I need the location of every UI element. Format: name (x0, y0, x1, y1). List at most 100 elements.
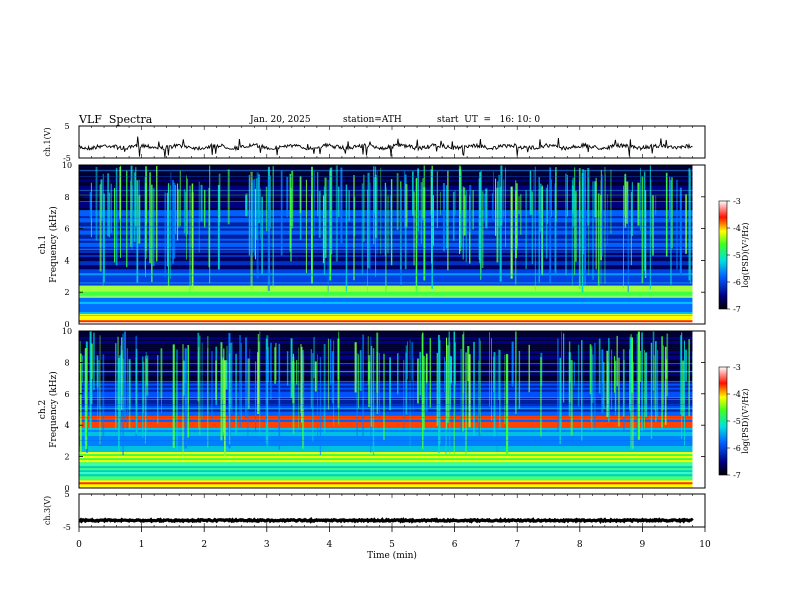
ch1-freq-band (79, 313, 693, 317)
ch1-sferic-streak (146, 171, 147, 259)
ch2-freq-band (79, 419, 693, 422)
ch2-sferic-streak (622, 349, 625, 417)
ch2-sferic-streak (370, 345, 373, 427)
ch2-sferic-streak (221, 359, 224, 399)
ch2-sferic-streak (682, 360, 684, 417)
ch2-sferic-streak (82, 355, 84, 383)
ch2-sferic-streak (462, 334, 464, 432)
ch2-sferic-streak (450, 356, 453, 384)
ch2-sferic-streak (120, 354, 121, 417)
ch2-sferic-streak (80, 353, 82, 453)
x-tick-label: 10 (699, 540, 711, 550)
ch2-sferic-streak (98, 359, 100, 408)
x-tick-label: 1 (139, 540, 145, 550)
ch2-sferic-streak (506, 354, 509, 454)
ch2-freq-band (79, 367, 693, 370)
ch2-sferic-streak (372, 348, 375, 456)
ch2-sferic-streak (128, 358, 131, 410)
ch2-ytick-label: 6 (64, 390, 69, 399)
ch1-freq-band (79, 291, 693, 294)
ch1-sferic-streak (179, 170, 181, 227)
ch1-sferic-streak (138, 179, 140, 239)
ch1-sferic-streak (164, 192, 166, 277)
ch2-sferic-streak (498, 349, 500, 400)
ch2-sferic-streak (119, 355, 121, 429)
ch1-sferic-streak (649, 165, 651, 290)
ch1-freq-band (79, 303, 693, 306)
ch1-sferic-streak (554, 191, 557, 274)
ch2-sferic-streak (337, 338, 340, 380)
ch2-freq-band (79, 379, 693, 382)
ch1-sferic-streak (587, 168, 590, 226)
ch1-sferic-streak (688, 168, 691, 281)
ch1-freq-band (79, 311, 693, 315)
ch2-freq-band (79, 469, 693, 473)
ch2-sferic-streak (581, 340, 583, 441)
ch1-sferic-streak (156, 166, 158, 262)
ch1-colorbar-label: -4 (733, 224, 741, 233)
ch1-freq-band (79, 179, 693, 182)
ch2-sferic-streak (121, 350, 124, 396)
ch2-freq-band (79, 477, 693, 481)
ch2-sferic-streak (681, 332, 683, 439)
ch2-colorbar-label: -7 (733, 471, 741, 480)
ch2-sferic-streak (102, 354, 105, 437)
ch2-freq-band (79, 465, 693, 469)
ch1-sferic-streak (348, 190, 350, 222)
ch1-freq-band (79, 319, 693, 323)
ch2-sferic-streak (215, 360, 217, 400)
ch2-colorbar (718, 366, 728, 476)
ch1-sferic-streak (640, 168, 641, 231)
ch1-sferic-streak (323, 186, 326, 275)
ch2-freq-band (79, 373, 693, 376)
ch2-ylabel-frequency: Frequency (kHz) (48, 371, 59, 448)
ch1-sferic-streak (318, 191, 321, 238)
ch1-sferic-streak (454, 190, 456, 215)
ch1-sferic-streak (114, 188, 116, 263)
ch1-sferic-streak (518, 196, 520, 214)
ch2-sferic-streak (290, 338, 293, 398)
ch1-ytick-label: 6 (64, 225, 69, 234)
ch2-sferic-streak (644, 349, 645, 429)
ch2-sferic-streak (135, 357, 137, 406)
ch1-sferic-streak (280, 170, 283, 256)
ch2-sferic-streak (296, 360, 298, 385)
ch1-sferic-streak (430, 169, 432, 215)
ch2-sferic-streak (411, 342, 414, 381)
ch1-sferic-streak (375, 174, 377, 238)
ch1-ytick-label: 0 (64, 320, 69, 329)
ch1-sferic-streak (637, 182, 640, 226)
ch1-freq-band (79, 295, 693, 298)
ch1-sferic-streak (547, 184, 549, 224)
ch2-freq-band (79, 447, 693, 451)
ch2-freq-band (79, 449, 693, 453)
ch1-sferic-streak (168, 185, 170, 280)
ch1-sferic-streak (290, 187, 292, 262)
ch1-sferic-streak (135, 167, 137, 227)
ch2-sferic-streak (85, 348, 88, 449)
ch2-sferic-streak (426, 355, 428, 385)
ch2-freq-band (79, 339, 693, 342)
ch1-sferic-streak (145, 166, 146, 277)
ch1-sferic-streak (166, 192, 169, 267)
ch1-sferic-streak (198, 181, 200, 253)
ch1-sferic-streak (601, 174, 603, 256)
ch1-sferic-streak (436, 171, 438, 228)
ch2-sferic-streak (594, 342, 596, 427)
ch1-sferic-streak (99, 184, 102, 272)
ch1-sferic-streak (607, 194, 608, 246)
ch1-ytick-bottom: -5 (63, 154, 71, 163)
ch2-sferic-streak (666, 333, 669, 397)
ch2-sferic-streak (436, 352, 438, 426)
ch2-sferic-streak (412, 358, 414, 412)
ch2-freq-band (79, 431, 693, 434)
station-label: station=ATH (343, 115, 402, 125)
ch2-freq-band (79, 337, 693, 340)
ch2-sferic-streak (115, 343, 117, 429)
ch1-sferic-streak (267, 178, 270, 291)
ch1-sferic-streak (313, 171, 315, 236)
ch2-colorbar-label: -6 (733, 444, 741, 453)
ch2-sferic-streak (298, 347, 299, 429)
ch1-sferic-streak (100, 179, 103, 221)
ch1-sferic-streak (571, 180, 573, 286)
